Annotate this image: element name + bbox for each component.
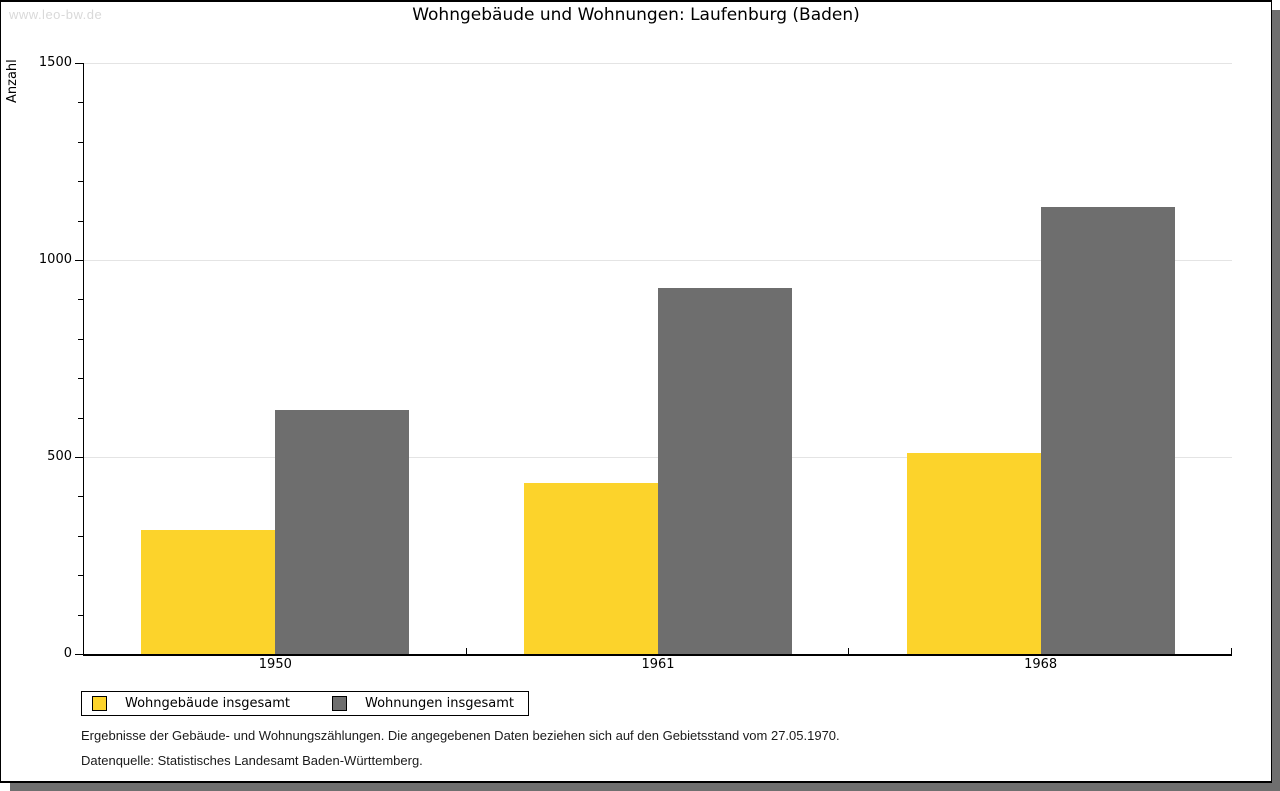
frame-shadow-bottom [10,783,1280,791]
chart-title: Wohngebäude und Wohnungen: Laufenburg (B… [412,5,860,25]
y-tick-label-1000: 1000 [38,252,72,267]
y-minor-tick-800 [78,338,83,340]
y-tick-label-500: 500 [47,449,72,464]
y-minor-tick-200 [78,575,83,577]
y-major-tick-0 [75,654,83,655]
plot-area: 0 500 1000 1500 1950 1961 1968 [39,55,1232,672]
bar-wohngebaeude-1961 [524,482,658,654]
legend-swatch-yellow [92,696,107,711]
x-boundary-tick-3 [1231,648,1232,654]
footnote-line-1: Ergebnisse der Gebäude- und Wohnungszähl… [81,728,840,743]
gridline-1500 [84,62,1232,64]
y-minor-tick-1200 [78,181,83,183]
legend-entry-2: Wohnungen insgesamt [332,696,514,711]
y-minor-tick-1100 [78,220,83,222]
y-minor-tick-100 [78,614,83,616]
bar-wohnungen-1968 [1040,206,1175,654]
watermark: www.leo-bw.de [9,7,103,22]
gridline-1000 [84,259,1232,261]
x-category-label-1961: 1961 [641,657,675,672]
y-minor-tick-600 [78,417,83,419]
bar-wohnungen-1950 [275,409,410,654]
y-tick-label-0: 0 [63,646,72,661]
y-minor-tick-400 [78,496,83,498]
legend-swatch-gray [332,696,347,711]
y-minor-tick-700 [78,378,83,380]
legend-entry-1: Wohngebäude insgesamt [92,696,290,711]
y-major-tick-1000 [75,259,83,261]
y-minor-tick-1300 [78,141,83,143]
footnote-line-2: Datenquelle: Statistisches Landesamt Bad… [81,753,423,768]
y-minor-tick-900 [78,299,83,301]
x-category-label-1968: 1968 [1024,657,1058,672]
bar-wohngebaeude-1968 [906,453,1041,654]
y-major-tick-500 [75,456,83,458]
y-tick-label-1500: 1500 [38,55,72,70]
x-category-label-1950: 1950 [258,657,292,672]
legend-box: Wohngebäude insgesamt Wohnungen insgesamt [81,691,529,716]
x-boundary-tick-2 [848,648,849,654]
y-minor-tick-300 [78,535,83,537]
bar-wohnungen-1961 [658,287,792,654]
frame-shadow-right [1272,10,1280,791]
x-boundary-tick-1 [466,648,467,654]
legend-label-2: Wohnungen insgesamt [365,696,514,711]
bar-wohngebaeude-1950 [141,529,276,654]
legend-label-1: Wohngebäude insgesamt [125,696,290,711]
y-minor-tick-1400 [78,102,83,104]
y-major-tick-1500 [75,62,83,64]
